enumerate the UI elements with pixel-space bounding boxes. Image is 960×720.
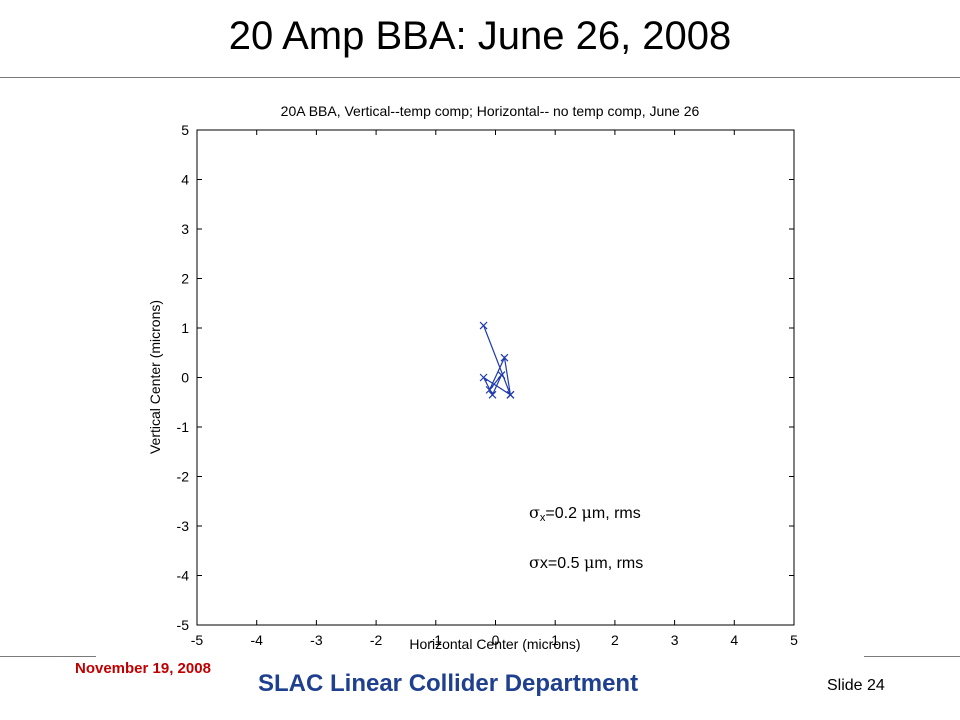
sigma-subscript: x [539, 512, 546, 524]
y-tick: -1 [177, 419, 794, 435]
y-tick: -5 [177, 617, 794, 633]
data-point-marker [479, 321, 488, 330]
x-tick-label: -2 [370, 632, 383, 648]
y-tick-label: 2 [181, 271, 189, 287]
sigma-x-annotation-1: σx=0.2 μm, rms [529, 503, 641, 524]
y-tick-label: 1 [181, 320, 189, 336]
y-tick: 4 [181, 172, 794, 188]
footer-divider-right [864, 656, 960, 657]
y-tick-label: -4 [177, 568, 190, 584]
x-tick-label: 5 [790, 632, 798, 648]
x-tick-label: -1 [430, 632, 443, 648]
footer-date: November 19, 2008 [75, 660, 211, 677]
x-tick: 4 [730, 130, 738, 648]
data-point-marker [479, 373, 488, 382]
x-axis-label: Horizontal Center (microns) [409, 636, 580, 652]
x-tick: -2 [370, 130, 383, 648]
y-tick: 5 [181, 122, 794, 138]
mu-symbol: μ [581, 503, 592, 522]
x-tick: 3 [671, 130, 679, 648]
footer-department: SLAC Linear Collider Department [258, 670, 639, 697]
y-tick: 0 [181, 370, 794, 386]
x-tick-label: -5 [191, 632, 204, 648]
header-divider [0, 77, 960, 78]
y-axis-label: Vertical Center (microns) [147, 300, 163, 454]
series-line [482, 325, 512, 397]
y-tick-label: -1 [177, 419, 190, 435]
y-tick: -3 [177, 518, 794, 534]
x-tick-label: -3 [310, 632, 323, 648]
y-tick: -4 [177, 568, 794, 584]
unit-text: m, rms [594, 555, 644, 572]
data-point-marker [485, 385, 494, 394]
x-tick-label: 2 [611, 632, 619, 648]
data-point-marker [500, 353, 509, 362]
data-point-marker [488, 390, 497, 399]
sigma-value: x=0.5 [539, 555, 580, 572]
x-tick: 5 [790, 130, 798, 648]
y-tick-label: 0 [181, 370, 189, 386]
slide-number: Slide 24 [827, 677, 885, 694]
series-layer [479, 321, 515, 399]
y-tick-label: -2 [177, 469, 190, 485]
y-tick-label: -5 [177, 617, 190, 633]
x-tick: -3 [310, 130, 323, 648]
x-tick: 2 [611, 130, 619, 648]
y-tick: 3 [181, 221, 794, 237]
y-tick-label: -3 [177, 518, 190, 534]
x-tick-label: 0 [492, 632, 500, 648]
x-tick: -1 [430, 130, 443, 648]
x-tick: 1 [551, 130, 559, 648]
y-tick: 2 [181, 271, 794, 287]
x-tick-label: 4 [730, 632, 738, 648]
sigma-x-annotation-2: σx=0.5 μm, rms [529, 553, 643, 573]
sigma-symbol: σ [529, 553, 540, 572]
unit-text: m, rms [591, 505, 641, 522]
x-tick: 0 [492, 130, 500, 648]
y-tick-label: 4 [181, 172, 189, 188]
x-tick-label: 1 [551, 632, 559, 648]
x-tick: -5 [191, 130, 204, 648]
sigma-symbol: σ [529, 503, 540, 522]
x-tick: -4 [250, 130, 263, 648]
x-tick-label: -4 [250, 632, 263, 648]
axis-ticks: -5 -4 -3 -2 -1 0 1 2 3 4 5 -5 -4 -3 -2 -1 0 1 2 3 4 5 [177, 122, 799, 648]
chart-title: 20A BBA, Vertical--temp comp; Horizontal… [281, 103, 700, 119]
sigma-value: =0.2 [545, 505, 578, 522]
scatter-line-chart: 20A BBA, Vertical--temp comp; Horizontal… [147, 103, 799, 652]
y-tick: 1 [181, 320, 794, 336]
y-tick-label: 5 [181, 122, 189, 138]
slide-title: 20 Amp BBA: June 26, 2008 [228, 14, 732, 58]
x-tick-label: 3 [671, 632, 679, 648]
data-point-marker [506, 390, 515, 399]
mu-symbol: μ [583, 553, 595, 572]
footer-divider-left [0, 656, 96, 657]
data-point-marker [497, 371, 506, 379]
y-tick-label: 3 [181, 221, 189, 237]
y-tick: -2 [177, 469, 794, 485]
